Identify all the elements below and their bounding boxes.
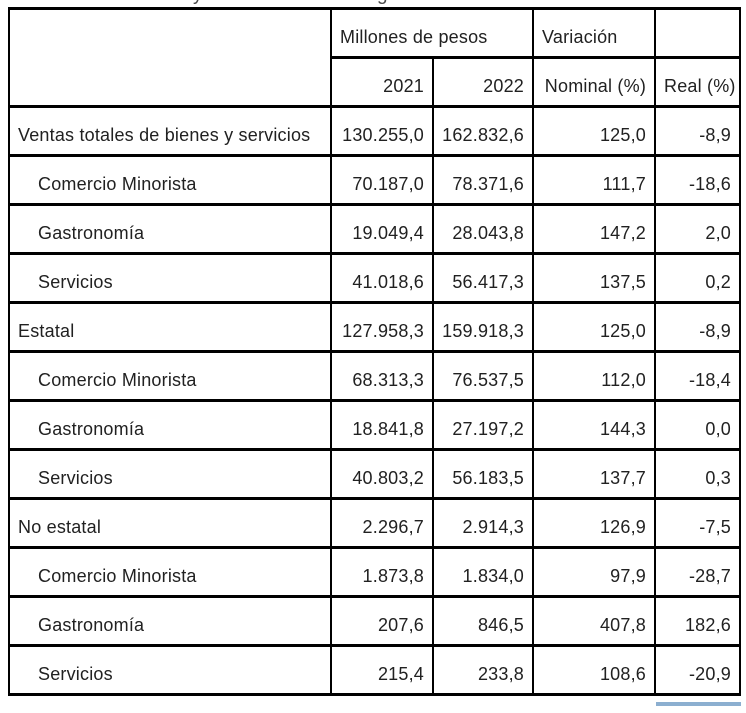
table-row: Servicios 41.018,6 56.417,3 137,5 0,2 <box>8 252 742 304</box>
value-2021-cell: 127.958,3 <box>330 301 434 353</box>
value-real-pct-cell: -20,9 <box>654 644 742 696</box>
header-cell-2021: 2021 <box>330 56 434 108</box>
value-2022-cell: 233,8 <box>431 644 535 696</box>
value-2022-cell: 28.043,8 <box>431 203 535 255</box>
row-label-cell: Servicios <box>8 448 332 500</box>
sales-statistics-table: Millones de pesos Variación 2021 2022 No… <box>8 7 742 696</box>
row-label-cell: Gastronomía <box>8 203 332 255</box>
row-label-cell: Comercio Minorista <box>8 154 332 206</box>
row-label-cell: Estatal <box>8 301 332 353</box>
value-2022-cell: 78.371,6 <box>431 154 535 206</box>
value-2022-cell: 56.417,3 <box>431 252 535 304</box>
value-real-pct-cell: 0,3 <box>654 448 742 500</box>
value-2021-cell: 215,4 <box>330 644 434 696</box>
bottom-right-accent-bar <box>656 702 741 706</box>
row-label-cell: Gastronomía <box>8 399 332 451</box>
header-empty-label-cell <box>8 7 332 108</box>
value-nominal-pct-cell: 125,0 <box>532 301 657 353</box>
header-empty-top-right-cell <box>654 7 742 59</box>
value-2021-cell: 130.255,0 <box>330 105 434 157</box>
table-row: No estatal 2.296,7 2.914,3 126,9 -7,5 <box>8 497 742 549</box>
header-group-millones-de-pesos: Millones de pesos <box>329 7 535 59</box>
value-real-pct-cell: -8,9 <box>654 301 742 353</box>
value-2022-cell: 159.918,3 <box>431 301 535 353</box>
value-2022-cell: 56.183,5 <box>431 448 535 500</box>
header-cell-2022: 2022 <box>431 56 535 108</box>
value-2022-cell: 846,5 <box>431 595 535 647</box>
table-body: Ventas totales de bienes y servicios 130.… <box>8 105 742 696</box>
table-row: Ventas totales de bienes y servicios 130.… <box>8 105 742 157</box>
value-real-pct-cell: 182,6 <box>654 595 742 647</box>
value-2021-cell: 41.018,6 <box>330 252 434 304</box>
value-nominal-pct-cell: 108,6 <box>532 644 657 696</box>
header-columns-row: 2021 2022 Nominal (%) Real (%) <box>9 56 742 108</box>
value-2021-cell: 2.296,7 <box>330 497 434 549</box>
value-2022-cell: 2.914,3 <box>431 497 535 549</box>
value-real-pct-cell: 0,2 <box>654 252 742 304</box>
value-2021-cell: 68.313,3 <box>330 350 434 402</box>
table-header: Millones de pesos Variación 2021 2022 No… <box>8 7 742 108</box>
value-nominal-pct-cell: 144,3 <box>532 399 657 451</box>
header-cell-nominal-pct: Nominal (%) <box>532 56 657 108</box>
row-label-cell: No estatal <box>8 497 332 549</box>
value-nominal-pct-cell: 126,9 <box>532 497 657 549</box>
table-row: Comercio Minorista 68.313,3 76.537,5 112,0-… <box>8 350 742 402</box>
value-2022-cell: 76.537,5 <box>431 350 535 402</box>
cropped-title-fragments: y g <box>0 0 746 6</box>
row-label-cell: Gastronomía <box>8 595 332 647</box>
value-nominal-pct-cell: 97,9 <box>532 546 657 598</box>
value-2021-cell: 19.049,4 <box>330 203 434 255</box>
value-2021-cell: 18.841,8 <box>330 399 434 451</box>
value-nominal-pct-cell: 125,0 <box>532 105 657 157</box>
value-2022-cell: 27.197,2 <box>431 399 535 451</box>
table-row: Comercio Minorista 70.187,0 78.371,6 111,7-… <box>8 154 742 206</box>
value-nominal-pct-cell: 407,8 <box>532 595 657 647</box>
value-2021-cell: 70.187,0 <box>330 154 434 206</box>
value-nominal-pct-cell: 137,5 <box>532 252 657 304</box>
table-row: Gastronomía 19.049,4 28.043,8 147,2 2,0 <box>8 203 742 255</box>
value-2021-cell: 40.803,2 <box>330 448 434 500</box>
value-2021-cell: 1.873,8 <box>330 546 434 598</box>
value-nominal-pct-cell: 137,7 <box>532 448 657 500</box>
cropped-title-descender-left: y <box>193 0 203 6</box>
value-2022-cell: 1.834,0 <box>431 546 535 598</box>
value-real-pct-cell: 0,0 <box>654 399 742 451</box>
header-group-row: Millones de pesos Variación <box>8 7 742 108</box>
row-label-cell: Comercio Minorista <box>8 350 332 402</box>
value-real-pct-cell: -18,4 <box>654 350 742 402</box>
table-row: Servicios 215,4 233,8 108,6 -20,9 <box>8 644 742 696</box>
value-real-pct-cell: -28,7 <box>654 546 742 598</box>
value-2022-cell: 162.832,6 <box>431 105 535 157</box>
table-row: Gastronomía 207,6 846,5 407,8 182,6 <box>8 595 742 647</box>
value-real-pct-cell: -8,9 <box>654 105 742 157</box>
row-label-cell: Servicios <box>8 252 332 304</box>
table-row: Servicios 40.803,2 56.183,5 137,7 0,3 <box>8 448 742 500</box>
row-label-cell: Ventas totales de bienes y servicios <box>8 105 332 157</box>
table-row: Gastronomía 18.841,8 27.197,2 144,3 0,0 <box>8 399 742 451</box>
table-row: Estatal 127.958,3 159.918,3 125,0 -8,9 <box>8 301 742 353</box>
header-group-variacion: Variación <box>532 7 657 59</box>
row-label-cell: Servicios <box>8 644 332 696</box>
value-nominal-pct-cell: 112,0 <box>532 350 657 402</box>
value-real-pct-cell: -18,6 <box>654 154 742 206</box>
value-2021-cell: 207,6 <box>330 595 434 647</box>
value-nominal-pct-cell: 147,2 <box>532 203 657 255</box>
table-row: Comercio Minorista 1.873,8 1.834,0 97,9 -28,… <box>8 546 742 598</box>
value-real-pct-cell: 2,0 <box>654 203 742 255</box>
row-label-cell: Comercio Minorista <box>8 546 332 598</box>
value-real-pct-cell: -7,5 <box>654 497 742 549</box>
header-cell-real-pct: Real (%) <box>654 56 742 108</box>
cropped-title-descender-right: g <box>377 0 388 6</box>
value-nominal-pct-cell: 111,7 <box>532 154 657 206</box>
